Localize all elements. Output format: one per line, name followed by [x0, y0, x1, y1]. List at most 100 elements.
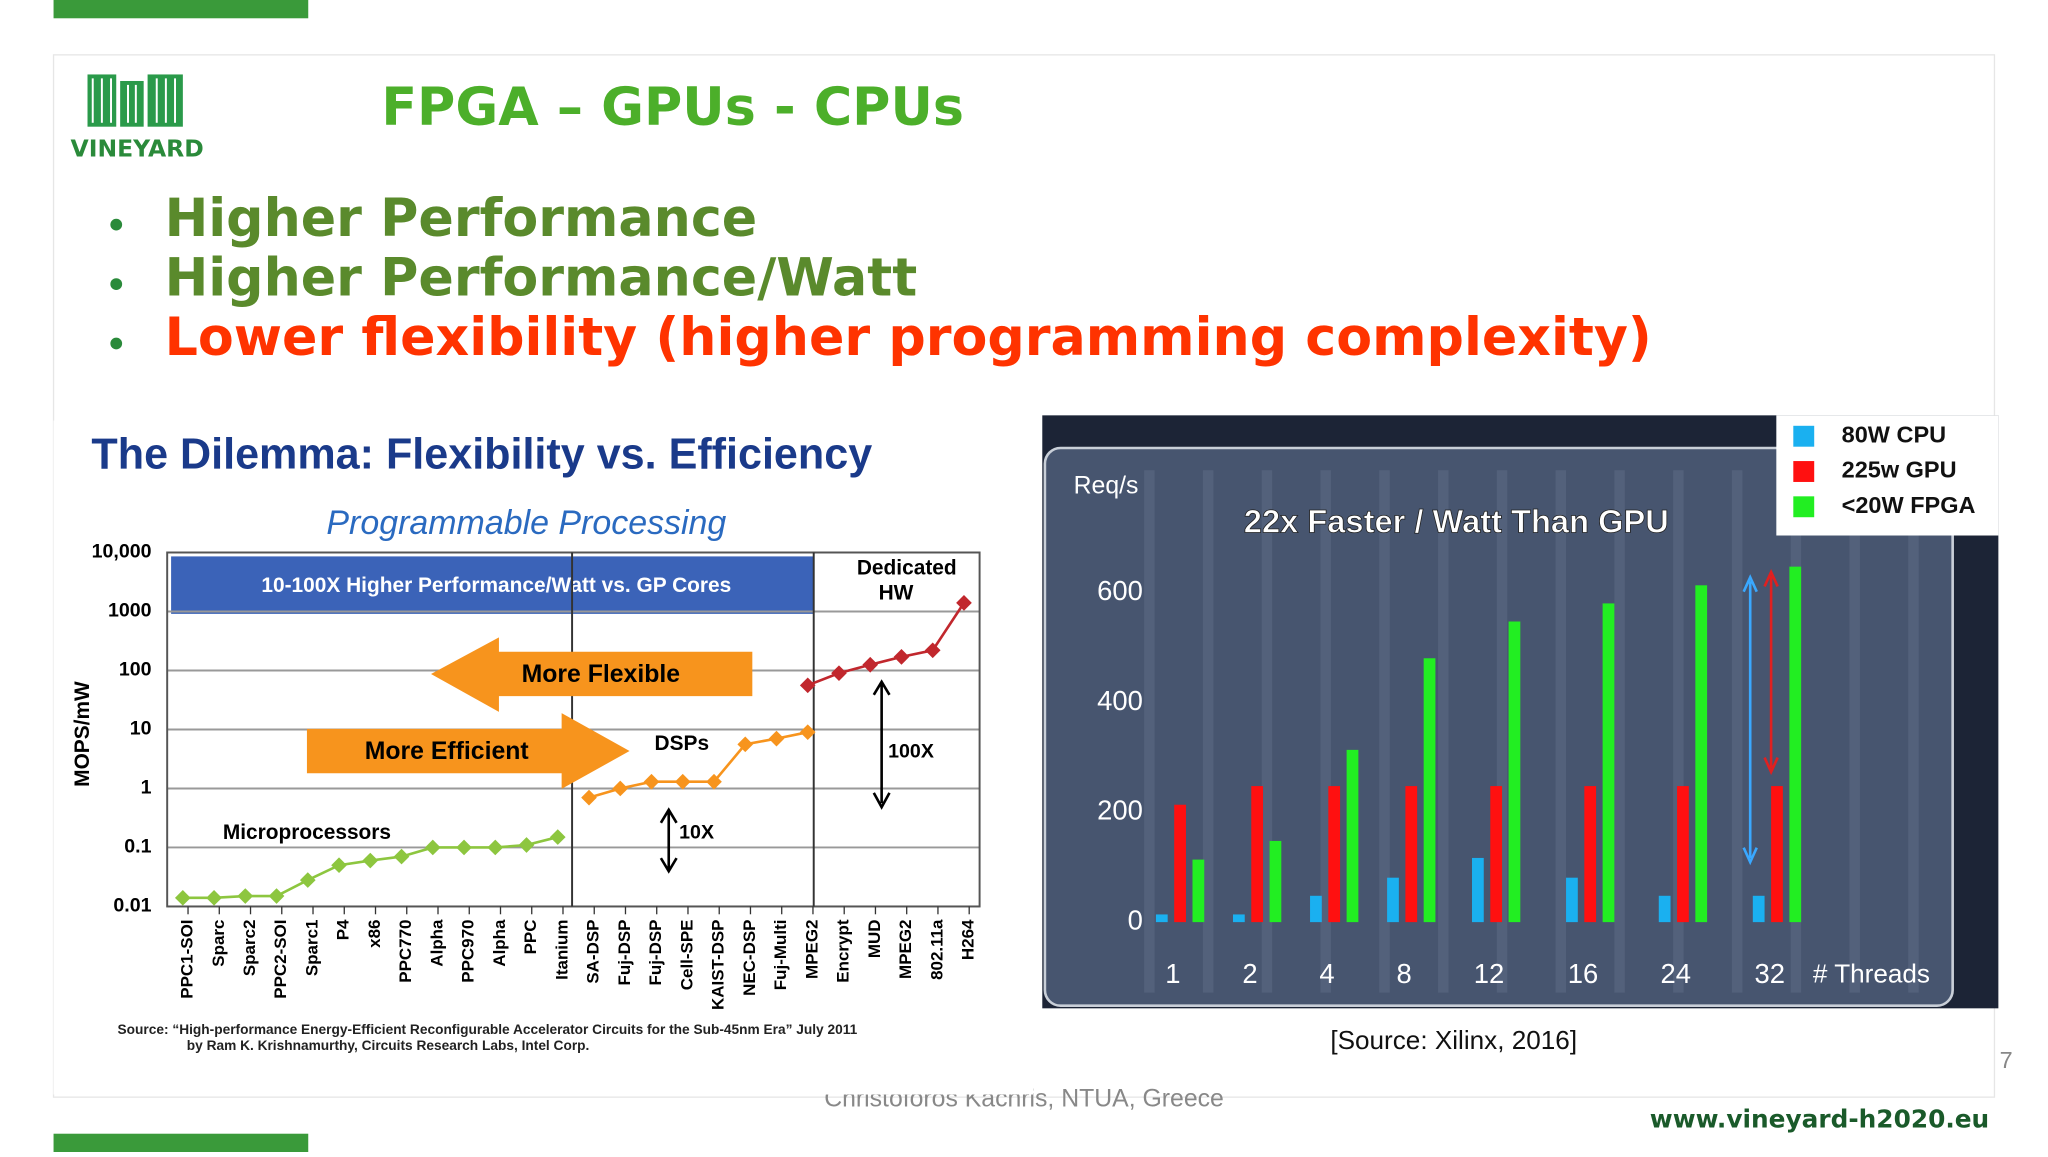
bar: [1310, 895, 1322, 923]
data-point: [862, 656, 879, 673]
x-tick-label: PPC1-SOI: [178, 920, 197, 999]
bullet-text: Lower flexibility (higher programming co…: [165, 308, 1652, 368]
y-axis-label: Req/s: [1074, 473, 1139, 500]
y-tick-label: 10: [130, 718, 152, 740]
series-label: Dedicated HW: [856, 557, 957, 605]
bar: [1192, 859, 1205, 923]
y-tick-label: 400: [1097, 685, 1143, 716]
bar: [1423, 658, 1436, 923]
legend-label: 80W CPU: [1842, 421, 1946, 447]
slide-title: FPGA – GPUs - CPUs: [381, 78, 964, 138]
source-note: by Ram K. Krishnamurthy, Circuits Resear…: [187, 1038, 590, 1053]
x-tick-label: Alpha: [427, 919, 446, 967]
legend-swatch: [1793, 461, 1815, 482]
bar: [1789, 566, 1802, 923]
annotation: 100X: [888, 740, 934, 762]
top-bar: [53, 0, 309, 19]
arrow-more-efficient: [306, 713, 630, 789]
x-tick-label: Encrypt: [834, 919, 853, 983]
source-note: [Source: Xilinx, 2016]: [1330, 1025, 1577, 1055]
span-arrow: [1742, 574, 1758, 866]
banner-text: 10-100X Higher Performance/Watt vs. GP C…: [261, 574, 731, 597]
x-axis-label: # Threads: [1813, 959, 1930, 989]
arrow-label: More Efficient: [365, 738, 529, 765]
logo-text: VINEYARD: [71, 135, 204, 163]
bar: [1695, 585, 1708, 923]
x-tick-label: 16: [1568, 958, 1598, 989]
y-tick-label: 0.01: [113, 895, 151, 917]
data-point: [362, 852, 379, 869]
bullet-dot: [110, 337, 123, 350]
logo-icon: [87, 74, 183, 127]
bullet-text: Higher Performance/Watt: [165, 248, 918, 308]
bar: [1174, 804, 1186, 923]
y-tick-label: 100: [119, 659, 152, 681]
x-tick-label: MUD: [865, 920, 884, 959]
x-tick-label: 2: [1242, 958, 1257, 989]
x-tick-label: 1: [1165, 958, 1180, 989]
bar: [1752, 895, 1765, 923]
page-number: 7: [2000, 1047, 2013, 1073]
legend-swatch: [1793, 425, 1815, 447]
x-tick-label: 4: [1319, 958, 1334, 989]
legend-swatch: [1793, 496, 1815, 518]
bar: [1405, 786, 1418, 923]
x-tick-label: 8: [1396, 958, 1411, 989]
x-tick-label: KAIST-DSP: [709, 920, 728, 1011]
bar: [1269, 840, 1282, 923]
x-tick-label: Fuj-DSP: [615, 920, 634, 986]
x-tick-label: MPEG2: [802, 920, 821, 979]
website: www.vineyard-h2020.eu: [1650, 1105, 1989, 1134]
series-label: DSPs: [655, 732, 710, 755]
bar: [1566, 877, 1578, 923]
legend-label: <20W FPGA: [1842, 492, 1976, 518]
bar: [1771, 786, 1783, 923]
bar: [1232, 914, 1245, 923]
x-tick-label: H264: [959, 919, 978, 960]
x-tick-label: x86: [365, 920, 384, 948]
arrow-label: More Flexible: [522, 661, 680, 688]
bar: [1387, 877, 1399, 923]
y-tick-label: 1: [141, 777, 152, 799]
x-tick-label: Alpha: [490, 919, 509, 967]
data-point: [549, 829, 566, 845]
span-arrow: [872, 679, 891, 810]
x-tick-label: Fuj-DSP: [646, 920, 665, 986]
arrow-more-flexible: [431, 637, 753, 712]
source-note: Source: “High-performance Energy-Efficie…: [118, 1022, 858, 1037]
bullet-dot: [110, 218, 123, 231]
annotation: 10X: [679, 821, 714, 843]
span-arrow: [1763, 568, 1779, 776]
chart-subtitle: Programmable Processing: [326, 504, 726, 542]
bar: [1584, 786, 1597, 923]
data-point: [456, 839, 472, 856]
x-tick-label: NEC-DSP: [740, 920, 759, 996]
data-point: [643, 773, 660, 790]
y-tick-label: 10,000: [92, 541, 152, 563]
data-point: [424, 839, 441, 856]
x-tick-label: 12: [1474, 958, 1504, 989]
y-tick-label: 600: [1097, 575, 1143, 606]
bar: [1328, 786, 1341, 923]
x-tick-label: Cell-SPE: [677, 920, 696, 991]
bar: [1251, 786, 1264, 923]
chart-title: The Dilemma: Flexibility vs. Efficiency: [91, 431, 872, 479]
y-tick-label: 0.1: [124, 836, 151, 858]
banner: [171, 556, 814, 614]
chart-left: The Dilemma: Flexibility vs. Efficiency P…: [53, 420, 1034, 1095]
x-tick-label: SA-DSP: [584, 920, 603, 984]
bar: [1472, 857, 1484, 923]
x-tick-label: Fuj-Multi: [771, 920, 790, 991]
legend-label: 225w GPU: [1842, 457, 1957, 483]
bar: [1346, 749, 1359, 923]
series-label-box: Dedicated HW: [856, 557, 957, 605]
span-arrow: [659, 807, 678, 874]
bullet-text: Higher Performance: [165, 189, 758, 249]
data-point: [737, 736, 754, 753]
y-tick-label: 200: [1097, 795, 1143, 826]
x-tick-label: 802.11a: [927, 919, 946, 980]
x-tick-label: 32: [1755, 958, 1785, 989]
